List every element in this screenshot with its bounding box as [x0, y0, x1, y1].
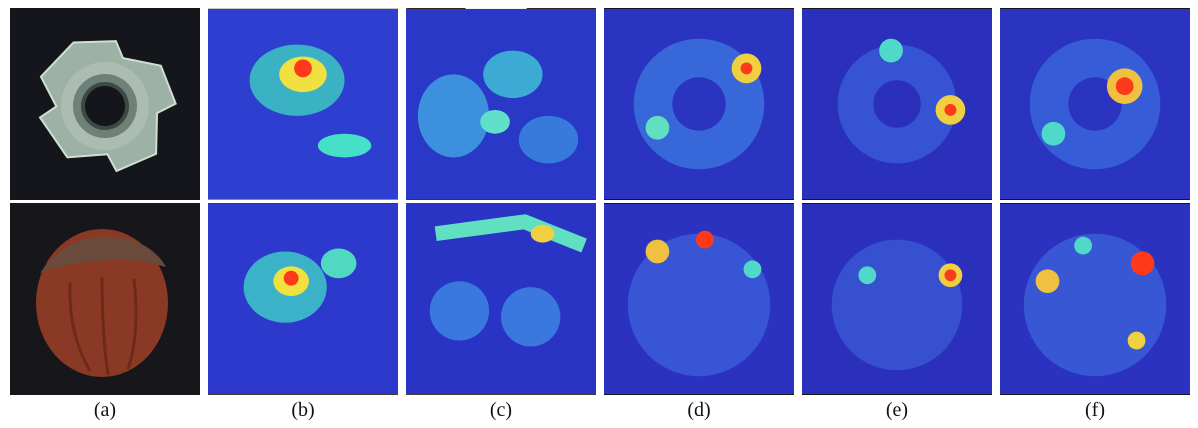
caption-f: (f) [1085, 399, 1105, 421]
caption-c: (c) [489, 399, 513, 421]
panel-b-metal-nut [208, 8, 398, 200]
anomaly-heatmap-inset [802, 9, 992, 199]
panel-a-hazelnut [10, 203, 200, 395]
hazelnut-original-image [10, 203, 200, 395]
anomaly-heatmap-inset [406, 204, 596, 394]
anomaly-heatmap-inset [604, 204, 794, 394]
anomaly-heatmap-inset [1000, 204, 1190, 394]
anomaly-heatmap-inset [802, 204, 992, 394]
caption-b: (b) [291, 399, 315, 421]
panel-d-hazelnut [604, 203, 794, 395]
anomaly-heatmap-inset [208, 9, 398, 199]
caption-a: (a) [93, 399, 117, 421]
metal-nut-original-image [10, 8, 200, 200]
panel-c-metal-nut [406, 8, 596, 200]
caption-e: (e) [885, 399, 909, 421]
anomaly-heatmap-inset [208, 204, 398, 394]
panel-f-metal-nut [1000, 8, 1190, 200]
panel-c-hazelnut [406, 203, 596, 395]
panel-a-metal-nut [10, 8, 200, 200]
panel-d-metal-nut [604, 8, 794, 200]
panel-f-hazelnut [1000, 203, 1190, 395]
caption-d: (d) [687, 399, 711, 421]
anomaly-heatmap-inset [604, 9, 794, 199]
anomaly-heatmap-inset [406, 9, 596, 199]
anomaly-heatmap-inset [1000, 9, 1190, 199]
panel-b-hazelnut [208, 203, 398, 395]
panel-e-hazelnut [802, 203, 992, 395]
panel-e-metal-nut [802, 8, 992, 200]
